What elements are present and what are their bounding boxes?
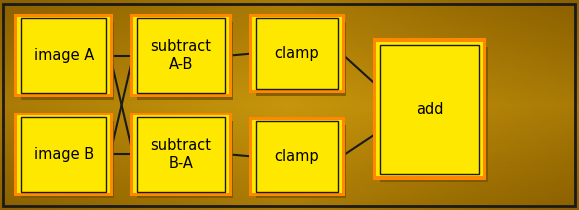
Bar (17, 17, 110, 94)
Text: subtract
A-B: subtract A-B (151, 39, 211, 72)
Text: image B: image B (34, 147, 94, 162)
Bar (380, 45, 479, 174)
Text: clamp: clamp (274, 149, 319, 164)
Bar (256, 121, 338, 192)
Bar (380, 47, 488, 182)
Bar (21, 18, 106, 93)
Bar (252, 17, 342, 90)
Bar (17, 116, 110, 193)
Bar (249, 14, 345, 93)
Bar (133, 17, 229, 94)
Bar (137, 18, 225, 93)
Text: subtract
B-A: subtract B-A (151, 138, 211, 171)
Bar (137, 22, 233, 100)
Bar (21, 117, 106, 192)
Bar (137, 121, 233, 198)
Bar (14, 113, 113, 196)
Bar (376, 42, 483, 176)
Bar (256, 18, 338, 89)
Text: image A: image A (34, 48, 94, 63)
Bar (133, 116, 229, 193)
Bar (252, 120, 342, 193)
Bar (21, 121, 114, 198)
Bar (373, 38, 486, 180)
Text: add: add (416, 102, 444, 117)
Bar (256, 22, 346, 96)
Bar (21, 22, 114, 100)
Bar (130, 14, 232, 97)
Bar (14, 14, 113, 97)
Bar (249, 117, 345, 196)
Text: clamp: clamp (274, 46, 319, 61)
Bar (256, 125, 346, 198)
Bar (137, 117, 225, 192)
Bar (130, 113, 232, 196)
